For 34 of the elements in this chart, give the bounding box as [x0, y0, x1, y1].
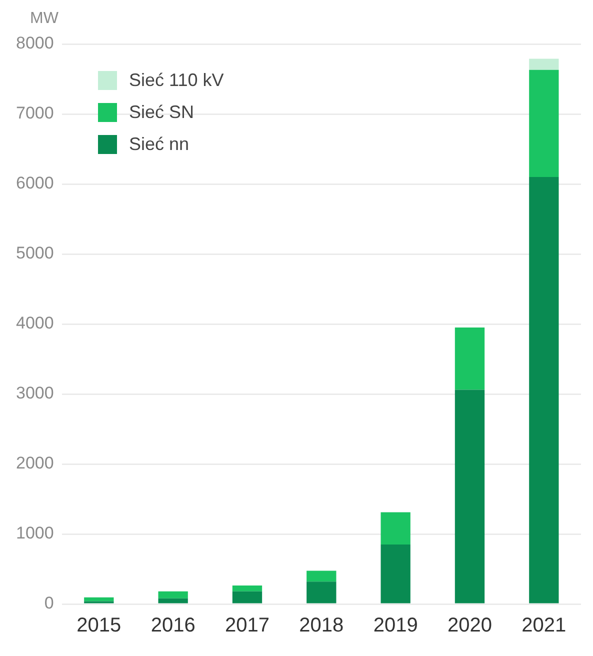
legend-label: Sieć SN [129, 102, 194, 123]
bar [380, 512, 410, 544]
legend-label: Sieć 110 kV [129, 70, 224, 91]
y-axis-title: MW [30, 10, 58, 28]
y-tick-label: 4000 [16, 314, 54, 333]
bar [158, 591, 188, 598]
x-tick-label: 2015 [76, 614, 122, 637]
x-tick-label: 2016 [150, 614, 196, 637]
y-tick-label: 1000 [16, 524, 54, 543]
x-tick-label: 2020 [447, 614, 492, 637]
bar [454, 390, 485, 604]
bar [158, 598, 188, 604]
bar [529, 58, 559, 70]
y-tick-label: 3000 [16, 384, 54, 403]
y-tick-label: 8000 [16, 34, 54, 53]
bar [232, 591, 262, 604]
y-tick-label: 2000 [16, 454, 54, 473]
y-tick-label: 6000 [16, 174, 54, 193]
bar [529, 70, 559, 177]
legend-label: Sieć nn [129, 134, 190, 155]
bar [454, 328, 485, 390]
y-tick-label: 0 [44, 594, 54, 613]
bar [232, 585, 262, 592]
y-tick-label: 5000 [16, 244, 54, 263]
bar [84, 597, 114, 602]
bar [306, 582, 336, 604]
x-tick-label: 2021 [522, 614, 566, 637]
x-tick-label: 2018 [299, 614, 344, 637]
bar [380, 544, 410, 604]
y-tick-label: 7000 [16, 104, 54, 123]
bar [306, 570, 336, 582]
x-tick-label: 2019 [373, 614, 418, 637]
bar [529, 177, 559, 604]
x-tick-label: 2017 [224, 614, 270, 637]
